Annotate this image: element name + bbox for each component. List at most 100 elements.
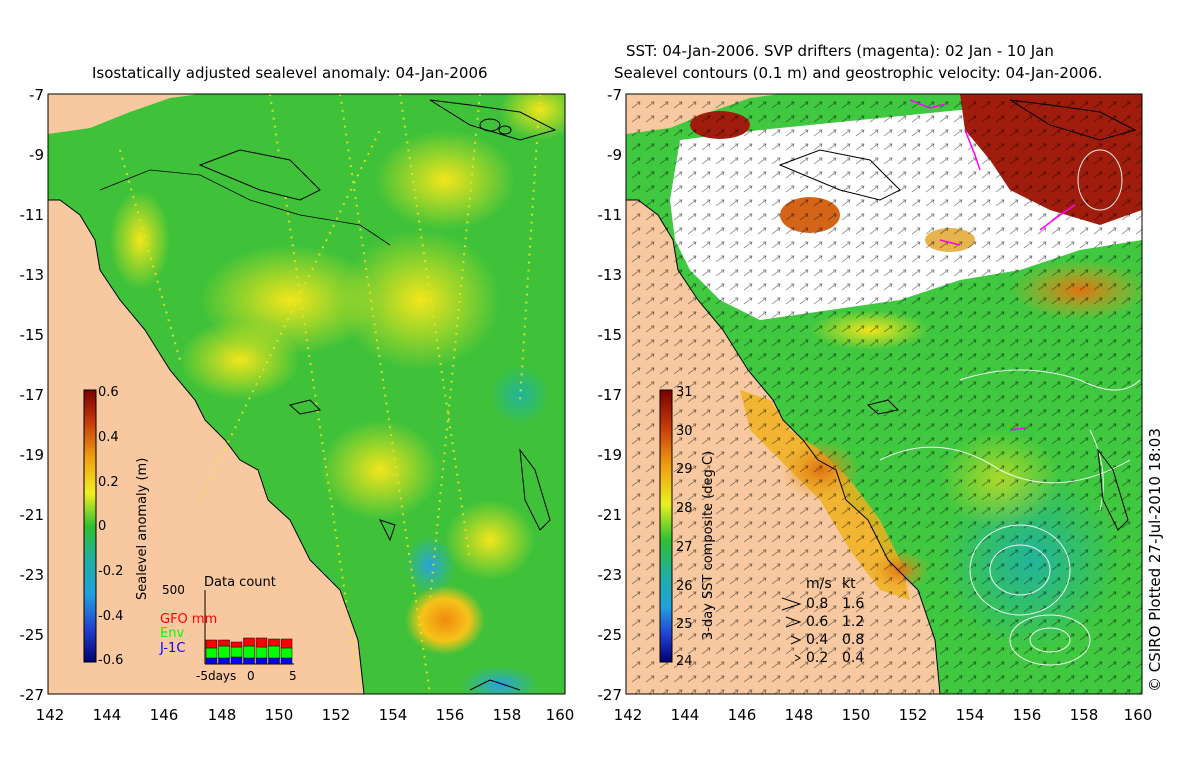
sst-cbar-tick: 25 xyxy=(676,617,693,632)
sst-cbar-tick: 31 xyxy=(676,385,693,400)
data-count-bar xyxy=(230,656,243,665)
lon-tick: 142 xyxy=(614,706,643,724)
sst-colorbar-label: 3-day SST composite (deg C) xyxy=(701,451,716,640)
sst-cbar-tick: 26 xyxy=(676,579,693,594)
lat-tick: -11 xyxy=(598,206,623,224)
data-count-bar xyxy=(268,638,280,647)
sst-cbar-tick: 24 xyxy=(676,654,693,669)
cbar-tick: 0.4 xyxy=(98,430,119,445)
lat-tick: -17 xyxy=(598,386,623,404)
sst-colorbar xyxy=(659,389,673,663)
lat-tick: -7 xyxy=(29,86,44,104)
lon-tick: 160 xyxy=(546,706,575,724)
lon-tick: 144 xyxy=(93,706,122,724)
velocity-kt: 1.2 xyxy=(842,614,864,630)
lon-tick: 158 xyxy=(493,706,522,724)
lon-tick: 150 xyxy=(842,706,871,724)
data-count-bar xyxy=(268,657,280,665)
lon-tick: 148 xyxy=(208,706,237,724)
velocity-ms: 0.6 xyxy=(806,614,828,630)
right-map-title-line2: Sealevel contours (0.1 m) and geostrophi… xyxy=(614,64,1103,82)
lat-tick: -27 xyxy=(598,686,623,704)
lat-tick: -21 xyxy=(598,506,623,524)
lon-tick: 142 xyxy=(36,706,65,724)
lat-tick: -15 xyxy=(598,326,623,344)
data-count-bar xyxy=(205,657,218,665)
sealevel-map xyxy=(48,94,565,694)
sealevel-colorbar-label: Sealevel anomaly (m) xyxy=(135,458,150,600)
lat-tick: -19 xyxy=(20,446,45,464)
lat-tick: -7 xyxy=(607,86,622,104)
velocity-kt: 1.6 xyxy=(842,596,864,612)
data-count-bar xyxy=(255,657,268,665)
copyright-stamp: © CSIRO Plotted 27-Jul-2010 18:03 xyxy=(1146,428,1164,692)
data-count-bar xyxy=(243,637,255,647)
velocity-kt: 0.8 xyxy=(842,632,864,648)
left-map-frame xyxy=(47,93,566,695)
count-axis-right: 5 xyxy=(289,669,297,683)
velocity-ms: 0.8 xyxy=(806,596,828,612)
cbar-tick: -0.6 xyxy=(98,653,123,668)
lon-tick: 156 xyxy=(1013,706,1042,724)
lat-tick: -27 xyxy=(20,686,45,704)
lat-tick: -13 xyxy=(598,266,623,284)
lat-tick: -9 xyxy=(29,146,44,164)
velocity-unit-ms: m/s xyxy=(806,576,832,592)
velocity-arrow-icon xyxy=(790,635,802,645)
data-count-bar xyxy=(268,645,280,659)
cbar-tick: -0.2 xyxy=(98,564,123,579)
legend-gfo: GFO mm xyxy=(160,612,217,627)
left-map-title: Isostatically adjusted sealevel anomaly:… xyxy=(92,64,488,82)
velocity-arrow-icon xyxy=(785,616,802,628)
lon-tick: 150 xyxy=(265,706,294,724)
velocity-legend: m/s kt 0.8 1.6 0.6 1.2 0.4 0.8 0.2 0.4 xyxy=(781,576,864,666)
sealevel-colorbar xyxy=(83,389,97,663)
lat-tick: -11 xyxy=(20,206,45,224)
legend-j1c: J-1C xyxy=(159,641,185,656)
sst-cbar-tick: 29 xyxy=(676,462,693,477)
cbar-tick: 0.6 xyxy=(98,385,119,400)
data-count-bar xyxy=(255,646,268,659)
lat-tick: -23 xyxy=(20,566,45,584)
velocity-arrow-icon xyxy=(794,654,801,662)
lon-tick: 154 xyxy=(956,706,985,724)
velocity-ms: 0.2 xyxy=(806,650,828,666)
lon-tick: 154 xyxy=(379,706,408,724)
data-count-bar xyxy=(205,647,218,659)
sst-cbar-tick: 28 xyxy=(676,501,693,516)
lon-tick: 148 xyxy=(785,706,814,724)
lat-tick: -9 xyxy=(607,146,622,164)
sst-cbar-tick: 27 xyxy=(676,540,693,555)
lat-tick: -21 xyxy=(20,506,45,524)
lat-tick: -15 xyxy=(20,326,45,344)
data-count-bar xyxy=(280,657,293,665)
lon-tick: 146 xyxy=(728,706,757,724)
data-count-bar xyxy=(218,657,230,665)
velocity-unit-kt: kt xyxy=(842,576,856,592)
lon-tick: 152 xyxy=(322,706,351,724)
data-count-bar xyxy=(205,639,218,649)
data-count-bar xyxy=(280,647,293,659)
data-count-title: Data count xyxy=(204,575,276,590)
lat-tick: -23 xyxy=(598,566,623,584)
velocity-ms: 0.4 xyxy=(806,632,828,648)
data-count-max: 500 xyxy=(162,583,185,597)
lon-tick: 158 xyxy=(1070,706,1099,724)
lon-tick: 146 xyxy=(150,706,179,724)
lat-tick: -17 xyxy=(20,386,45,404)
cbar-tick: 0 xyxy=(98,519,106,534)
count-axis-mid: 0 xyxy=(247,669,255,683)
lon-tick: 156 xyxy=(436,706,465,724)
velocity-arrow-icon xyxy=(781,597,802,611)
right-map-frame xyxy=(625,93,1143,695)
lon-tick: 144 xyxy=(671,706,700,724)
data-count-inset: Data count 500 GFO mm Env J-1C -5days 0 … xyxy=(159,575,297,683)
data-count-bar xyxy=(230,646,243,658)
data-count-bar xyxy=(218,645,230,659)
cbar-tick: 0.2 xyxy=(98,475,119,490)
lat-tick: -25 xyxy=(598,626,623,644)
cbar-tick: -0.4 xyxy=(98,609,123,624)
lat-tick: -19 xyxy=(598,446,623,464)
data-count-bar xyxy=(218,639,230,647)
